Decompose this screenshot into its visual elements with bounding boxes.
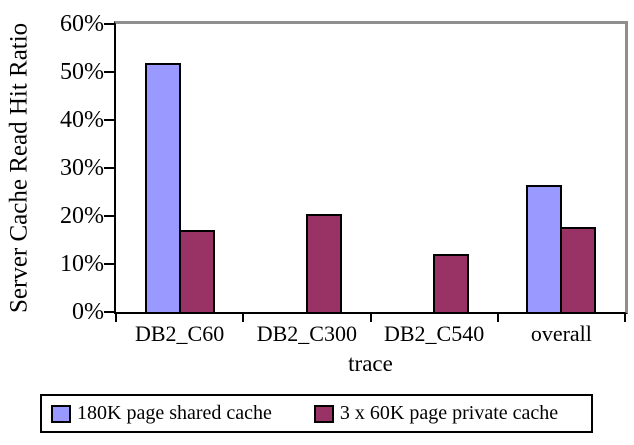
y-axis-tick-labels: 0% 10% 20% 30% 40% 50% 60% [0,12,104,324]
legend-box: 180K page shared cache 3 x 60K page priva… [40,394,593,433]
x-tick-mark [115,314,117,322]
legend-entry-0: 180K page shared cache [51,402,272,425]
y-tick-mark [104,119,114,121]
bar-groups [116,24,625,312]
x-tick-mark [624,314,626,322]
x-category-label-DB2_C300: DB2_C300 [256,321,357,346]
y-tick-mark [104,23,114,25]
y-tick-label: 30% [60,155,104,181]
plot-area [104,21,628,322]
x-tick-mark [242,314,245,322]
bar-series0-overall [526,185,563,312]
x-tick-mark [496,314,499,322]
bar-group-DB2_C60 [116,24,243,312]
y-tick-label: 10% [60,251,104,277]
x-category-label-overall: overall [530,321,592,346]
legend-label-1: 3 x 60K page private cache [339,402,559,424]
x-axis-title: trace [348,351,393,376]
bar-group-DB2_C540 [371,24,498,312]
bar-group-DB2_C300 [243,24,370,312]
legend-entry-1: 3 x 60K page private cache [313,402,559,425]
x-tick-mark [369,314,372,322]
x-axis-category-labels: DB2_C60 DB2_C300 DB2_C540 overall [116,321,625,347]
legend-swatch-0 [51,404,71,423]
y-tick-label: 40% [60,107,104,133]
y-tick-mark [104,167,114,169]
y-tick-label: 0% [72,299,104,325]
bar-series1-overall [560,227,597,312]
x-category-label-DB2_C540: DB2_C540 [384,321,485,346]
legend-label-0: 180K page shared cache [77,402,272,424]
y-tick-label: 20% [60,203,104,229]
legend-swatch-1 [313,404,334,423]
y-tick-mark [104,311,114,313]
bar-series0-DB2_C60 [144,63,181,312]
y-tick-mark [104,71,114,73]
x-category-label-DB2_C60: DB2_C60 [135,321,225,346]
y-tick-mark [104,263,114,265]
bar-series1-DB2_C300 [305,214,342,312]
y-tick-label: 60% [60,11,104,37]
y-tick-label: 50% [60,59,104,85]
bar-group-overall [498,24,625,312]
bar-series1-DB2_C60 [178,229,215,312]
bar-series1-DB2_C540 [433,254,470,312]
y-tick-mark [104,215,114,217]
